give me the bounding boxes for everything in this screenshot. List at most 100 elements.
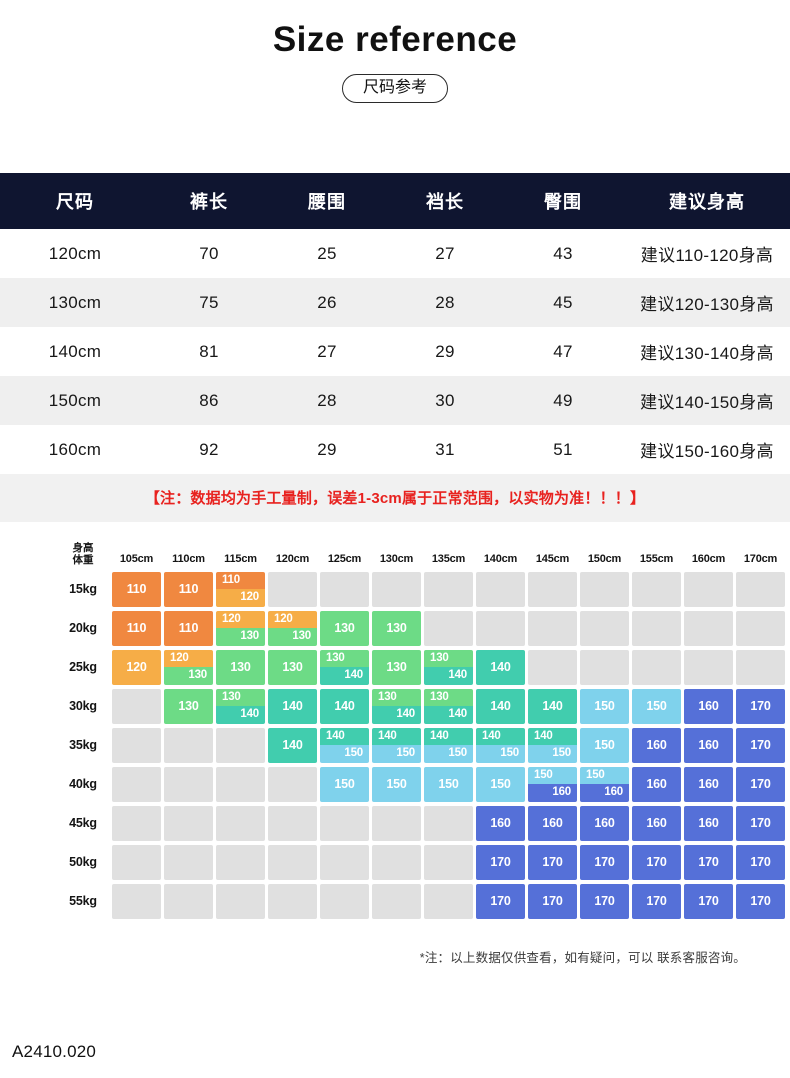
matrix-cell-single: 170 [684,844,733,880]
matrix-col-header: 105cm [119,552,154,565]
matrix-cell-single: 170 [736,844,785,880]
matrix-cell: 110 [164,610,213,646]
matrix-cell-half: 130 [164,667,213,685]
matrix-cell: 120 130 [216,610,265,646]
matrix-cell: 150 [580,727,629,763]
spec-value-cell: 29 [317,439,337,459]
matrix-cell-single: 140 [320,688,369,724]
matrix-cell-single: 170 [528,844,577,880]
matrix-cell-empty [112,727,161,763]
matrix-cell-label: 170 [750,698,771,713]
matrix-cell-label: 160 [698,737,719,752]
matrix-cell-label: 140 [482,729,501,742]
matrix-cell-empty [632,571,681,607]
matrix-cell: 170 [736,688,785,724]
matrix-cell: 130 140 [424,688,473,724]
matrix-cell-empty [320,571,369,607]
matrix-cell-empty [528,571,577,607]
matrix-cell-single: 170 [580,883,629,919]
matrix-cell-label: 140 [240,708,259,720]
matrix-cell-label: 150 [552,747,571,759]
matrix-cell-single: 170 [736,688,785,724]
matrix-cell: 160 [580,805,629,841]
matrix-cell-empty [112,883,161,919]
matrix-cell [580,649,629,685]
matrix-cell: 140 [528,688,577,724]
matrix-col-header: 115cm [224,552,257,565]
matrix-cell [164,727,213,763]
matrix-cell-single: 130 [216,649,265,685]
matrix-cell-label: 150 [344,747,363,759]
matrix-cell-half: 140 [372,727,421,745]
spec-col-header: 尺码 [56,192,94,212]
matrix-cell [112,883,161,919]
matrix-cell [112,766,161,802]
matrix-cell-single: 110 [164,571,213,607]
matrix-cell: 170 [476,883,525,919]
matrix-cell: 140 [268,727,317,763]
matrix-cell-single: 170 [476,883,525,919]
matrix-cell [320,844,369,880]
matrix-corner-label: 身高 体重 [57,542,109,568]
matrix-cell-single: 140 [476,649,525,685]
table-row: 150cm 86 28 30 49 建议140-150身高 [0,376,790,425]
matrix-cell-label: 130 [292,630,311,642]
matrix-cell [164,844,213,880]
matrix-cell-label: 170 [750,893,771,908]
matrix-cell-label: 140 [282,737,303,752]
matrix-cell-label: 140 [448,669,467,681]
matrix-row-header: 25kg [69,660,97,674]
matrix-cell [736,649,785,685]
matrix-cell-label: 160 [604,786,623,798]
measurement-note: 【注：数据均为手工量制，误差1-3cm属于正常范围，以实物为准！！！】 [0,474,790,522]
matrix-cell-label: 120 [126,659,147,674]
matrix-cell-dual: 140 150 [476,727,525,763]
matrix-table-head: 身高 体重 105cm 110cm 115cm 120cm 125cm 130cm 135c… [57,542,785,568]
spec-size-cell: 150cm [48,390,102,410]
matrix-cell-label: 150 [594,737,615,752]
matrix-cell-empty [216,883,265,919]
matrix-cell-label: 140 [344,669,363,681]
matrix-cell-label: 160 [490,815,511,830]
matrix-cell-empty [372,844,421,880]
matrix-cell-label: 150 [386,776,407,791]
spec-value-cell: 51 [553,439,573,459]
matrix-cell: 170 [736,883,785,919]
matrix-row: 50kg 170 170 170 170 170 170 [57,844,785,880]
matrix-cell [528,610,577,646]
matrix-row-header: 20kg [69,621,97,635]
matrix-cell: 170 [632,883,681,919]
matrix-col-header: 125cm [327,552,362,565]
matrix-cell-label: 110 [222,573,240,586]
matrix-cell-single: 170 [632,844,681,880]
matrix-cell [580,571,629,607]
matrix-cell-empty [112,805,161,841]
matrix-cell-empty [424,805,473,841]
matrix-cell-half: 150 [424,745,473,763]
matrix-col-header: 135cm [431,552,466,565]
matrix-cell [216,766,265,802]
spec-value-cell: 92 [199,439,219,459]
matrix-cell-single: 130 [372,649,421,685]
matrix-cell-single: 150 [632,688,681,724]
spec-value-cell: 29 [435,341,455,361]
matrix-cell-label: 160 [552,786,571,798]
matrix-cell: 130 [320,610,369,646]
matrix-cell-single: 170 [580,844,629,880]
matrix-cell [268,805,317,841]
matrix-cell-empty [320,883,369,919]
product-code: A2410.020 [12,1042,97,1061]
matrix-cell [320,805,369,841]
matrix-cell-dual: 150 160 [528,766,577,802]
matrix-cell-half: 120 [164,649,213,667]
matrix-cell-empty [268,766,317,802]
matrix-cell: 170 [580,844,629,880]
matrix-cell-label: 170 [490,854,511,869]
spec-value-cell: 建议110-120身高 [640,246,774,265]
matrix-cell-empty [216,727,265,763]
spec-value-cell: 70 [199,243,219,263]
matrix-cell [528,649,577,685]
matrix-cell-empty [528,649,577,685]
matrix-cell-half: 150 [320,745,369,763]
matrix-cell-label: 140 [326,729,345,742]
